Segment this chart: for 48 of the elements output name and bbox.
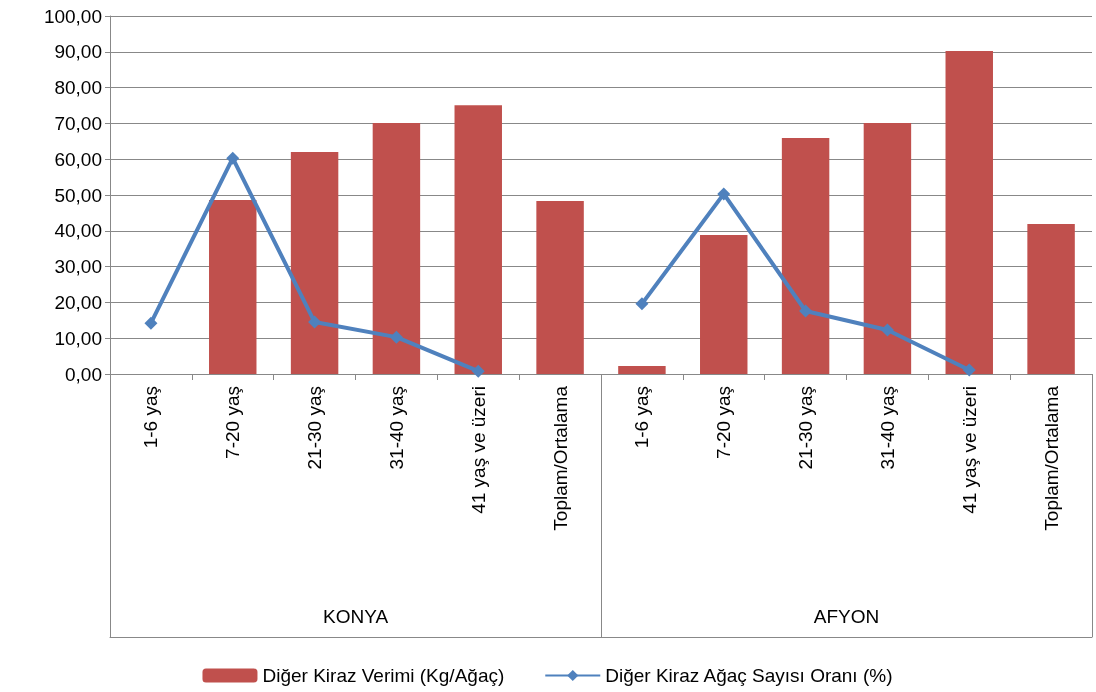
bar: [290, 152, 339, 374]
legend-label: Diğer Kiraz Ağaç Sayısı Oranı (%): [605, 665, 893, 686]
x-tick-label: 21-30 yaş: [304, 386, 326, 470]
x-tick-label: 7-20 yaş: [222, 386, 244, 459]
y-tick-label: 0,00: [65, 363, 102, 385]
y-tick-label: 70,00: [54, 112, 102, 134]
y-tick-label: 60,00: [54, 148, 102, 170]
bar: [700, 235, 748, 374]
y-tick-label: 10,00: [54, 327, 102, 349]
text: AFYON: [813, 606, 880, 627]
bar: [372, 123, 421, 374]
x-tick-label: Toplam/Ortalama: [549, 385, 571, 531]
x-tick-label: Toplam/Ortalama: [1040, 385, 1062, 531]
x-tick-label: 21-30 yaş: [795, 386, 817, 470]
point: [880, 323, 894, 337]
bar: [863, 123, 912, 374]
x-tick-label: 31-40 yaş: [385, 386, 407, 470]
point: [799, 304, 813, 318]
x-tick-label: 31-40 yaş: [876, 386, 898, 470]
bar: [209, 200, 257, 374]
x-tick-label: 1-6 yaş: [140, 386, 162, 449]
point: [226, 151, 240, 165]
bar: [945, 51, 993, 374]
y-tick-label: 40,00: [54, 220, 102, 242]
y-tick-label: 20,00: [54, 291, 102, 313]
text: KONYA: [322, 606, 389, 627]
x-tick-label: 7-20 yaş: [713, 386, 735, 459]
bar: [536, 201, 584, 374]
point: [471, 364, 485, 378]
point: [717, 187, 731, 201]
point: [144, 316, 158, 330]
y-tick-label: 100,00: [43, 5, 102, 27]
bar: [454, 105, 502, 374]
x-tick-label: 41 yaş ve üzeri: [958, 386, 980, 514]
point: [389, 330, 403, 344]
bar: [618, 366, 666, 374]
point: [308, 315, 322, 329]
x-tick-label: 41 yaş ve üzeri: [467, 386, 489, 514]
y-tick-label: 90,00: [54, 41, 102, 63]
point: [635, 297, 649, 311]
legend-label: Diğer Kiraz Verimi (Kg/Ağaç): [262, 665, 505, 686]
point: [962, 363, 976, 377]
y-tick-label: 30,00: [54, 256, 102, 278]
x-tick-label: 1-6 yaş: [631, 386, 653, 449]
bar: [781, 138, 830, 374]
y-tick-label: 50,00: [54, 184, 102, 206]
bar: [1027, 224, 1075, 374]
y-tick-label: 80,00: [54, 77, 102, 99]
